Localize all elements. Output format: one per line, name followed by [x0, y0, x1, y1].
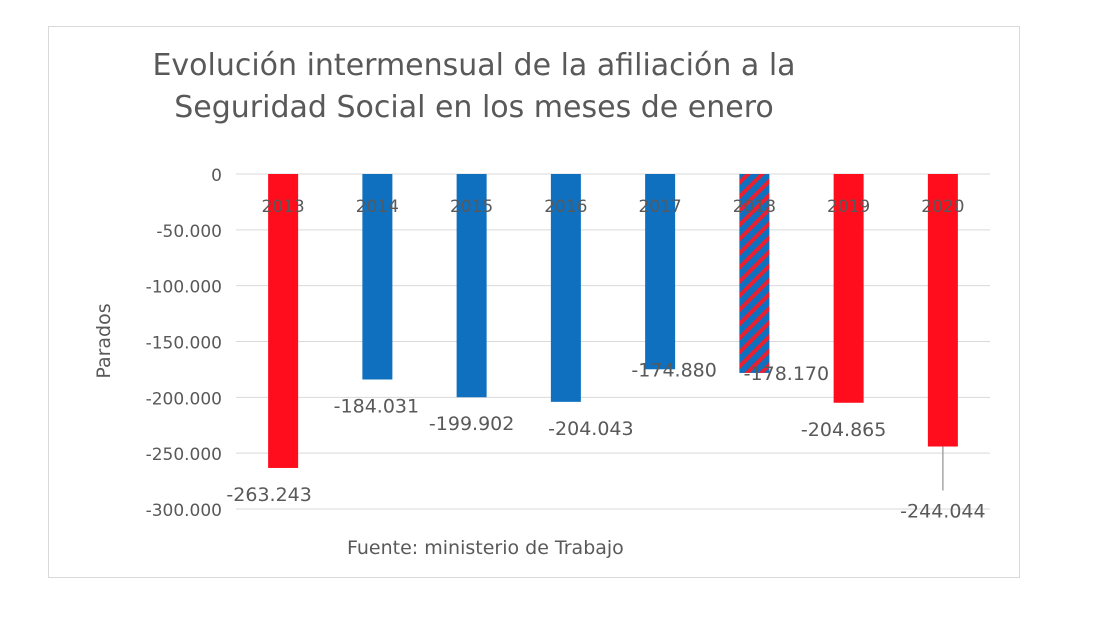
data-label-2017: -174.880 [631, 359, 716, 381]
y-tick-label: -50.000 [156, 222, 222, 242]
chart-title-line1: Evolución intermensual de la afiliación … [152, 48, 796, 83]
y-tick-label: -300.000 [146, 501, 222, 521]
data-label-2013: -263.243 [226, 484, 311, 506]
y-tick-label: -100.000 [146, 278, 222, 298]
bar-2013 [268, 174, 299, 468]
bar-2015 [456, 174, 487, 398]
x-tick-label: 2019 [827, 197, 870, 217]
bar-2016 [550, 174, 581, 402]
bar-2019 [833, 174, 864, 403]
x-tick-label: 2020 [921, 197, 964, 217]
x-tick-label: 2013 [261, 197, 304, 217]
data-label-2020: -244.044 [900, 501, 985, 523]
x-tick-label: 2014 [356, 197, 399, 217]
data-label-2015: -199.902 [429, 413, 514, 435]
data-label-2018: -178.170 [744, 363, 829, 385]
source-note: Fuente: ministerio de Trabajo [347, 537, 624, 559]
chart-title-line2: Seguridad Social en los meses de enero [174, 90, 774, 125]
y-tick-label: -250.000 [146, 445, 222, 465]
bar-2017 [645, 174, 676, 370]
data-label-2016: -204.043 [548, 418, 633, 440]
y-tick-label: 0 [211, 166, 222, 186]
bar-2018 [739, 174, 770, 373]
x-tick-label: 2016 [544, 197, 587, 217]
x-tick-label: 2018 [733, 197, 776, 217]
bar-2014 [362, 174, 393, 380]
data-label-2019: -204.865 [801, 419, 886, 441]
x-tick-label: 2017 [638, 197, 681, 217]
y-tick-label: -150.000 [146, 334, 222, 354]
x-tick-label: 2015 [450, 197, 493, 217]
y-axis-title: Parados [93, 303, 115, 378]
bar-2020 [927, 174, 958, 447]
y-tick-label: -200.000 [146, 389, 222, 409]
chart-title: Evolución intermensual de la afiliación … [149, 45, 799, 129]
data-label-2014: -184.031 [334, 396, 419, 418]
